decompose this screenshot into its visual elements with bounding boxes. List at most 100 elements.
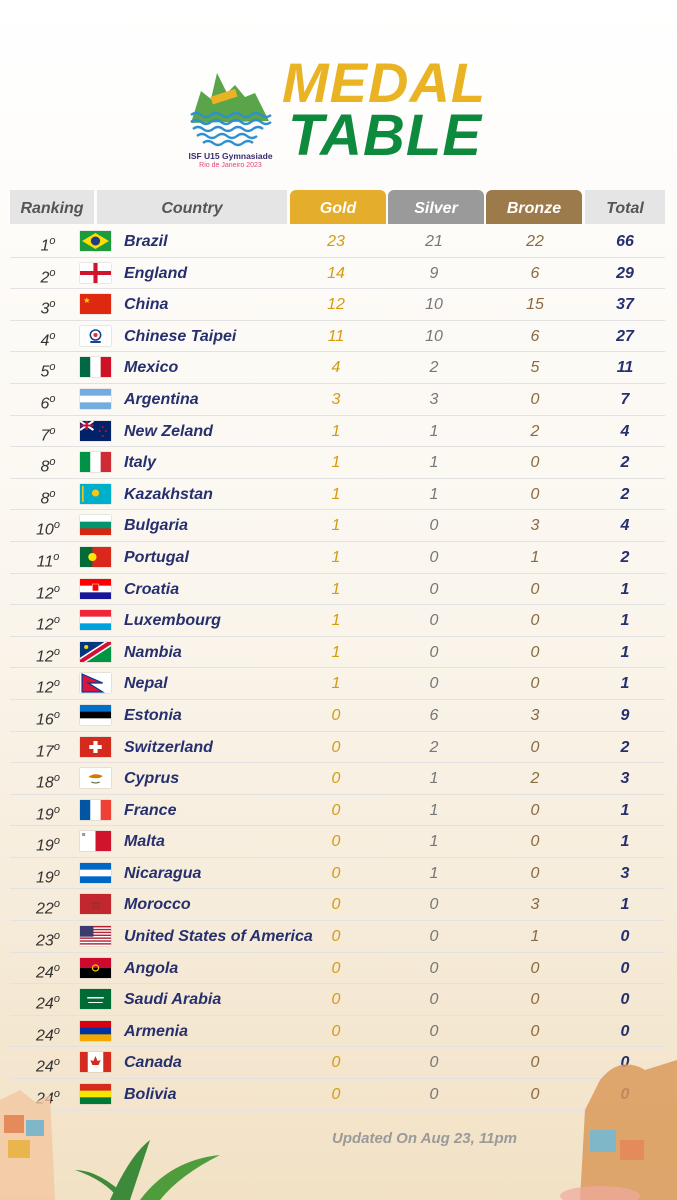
rank-number: 23 bbox=[36, 932, 54, 950]
country-name: Bulgaria bbox=[124, 517, 189, 535]
silver-count: 1 bbox=[429, 770, 439, 788]
total-count: 1 bbox=[620, 833, 630, 851]
country-name: Switzerland bbox=[124, 738, 213, 756]
gold-count: 0 bbox=[331, 706, 341, 724]
bronze-count: 0 bbox=[530, 454, 540, 472]
bronze-count: 0 bbox=[530, 833, 540, 851]
column-silver: Silver bbox=[388, 190, 484, 224]
gold-count: 0 bbox=[331, 1054, 341, 1072]
total-count: 4 bbox=[620, 422, 630, 440]
silver-count: 1 bbox=[429, 454, 439, 472]
bronze-count: 0 bbox=[530, 390, 540, 408]
total-count: 1 bbox=[620, 612, 630, 630]
bronze-count: 2 bbox=[530, 422, 540, 440]
gold-count: 1 bbox=[331, 643, 341, 661]
country-name: United States of America bbox=[124, 928, 313, 946]
gold-count: 23 bbox=[327, 233, 345, 250]
country-name: Armenia bbox=[124, 1022, 189, 1040]
rank-number: 24 bbox=[36, 995, 54, 1013]
gold-count: 1 bbox=[331, 675, 341, 693]
bronze-count: 3 bbox=[530, 706, 540, 724]
gold-count: 0 bbox=[331, 959, 341, 977]
rank-ordinal: o bbox=[53, 930, 60, 943]
table-row: 24o Angola 0 0 0 0 bbox=[10, 953, 665, 985]
rank-number: 4 bbox=[40, 332, 50, 350]
rank-ordinal: o bbox=[53, 993, 60, 1006]
rank-ordinal: o bbox=[53, 645, 60, 658]
silver-count: 6 bbox=[429, 706, 439, 724]
gold-count: 0 bbox=[331, 896, 341, 914]
rank-cell: 12o bbox=[20, 637, 76, 668]
country-name: Angola bbox=[124, 959, 179, 977]
bronze-count: 0 bbox=[530, 1086, 540, 1104]
gold-count: 0 bbox=[331, 1086, 341, 1104]
rank-number: 19 bbox=[36, 869, 54, 887]
armenia-flag-icon bbox=[80, 1020, 111, 1041]
country-name: China bbox=[124, 296, 169, 314]
rank-ordinal: o bbox=[53, 1024, 60, 1037]
silver-count: 2 bbox=[429, 738, 439, 756]
total-count: 4 bbox=[620, 517, 630, 535]
rank-cell: 12o bbox=[20, 605, 76, 636]
silver-count: 0 bbox=[429, 1086, 439, 1104]
bronze-count: 0 bbox=[530, 1054, 540, 1072]
total-count: 27 bbox=[616, 327, 634, 345]
malta-flag-icon bbox=[80, 831, 111, 852]
total-count: 3 bbox=[620, 864, 630, 882]
silver-count: 0 bbox=[429, 548, 439, 566]
bronze-count: 0 bbox=[530, 675, 540, 693]
rank-ordinal: o bbox=[49, 298, 56, 311]
gold-count: 3 bbox=[331, 390, 341, 408]
gold-count: 1 bbox=[331, 548, 341, 566]
table-header: Ranking Country Gold Silver Bronze Total bbox=[10, 190, 665, 224]
rank-cell: 3o bbox=[20, 289, 76, 320]
silver-count: 10 bbox=[425, 296, 443, 314]
rank-ordinal: o bbox=[53, 550, 60, 563]
rank-number: 17 bbox=[36, 742, 54, 760]
rank-ordinal: o bbox=[49, 456, 56, 469]
angola-flag-icon bbox=[80, 957, 111, 978]
total-count: 0 bbox=[620, 1054, 630, 1072]
rank-ordinal: o bbox=[49, 487, 56, 500]
gold-count: 12 bbox=[327, 296, 345, 314]
silver-count: 9 bbox=[429, 264, 439, 282]
nepal-flag-icon bbox=[80, 673, 111, 694]
country-name: Brazil bbox=[124, 233, 168, 250]
rank-ordinal: o bbox=[53, 898, 60, 911]
rank-number: 3 bbox=[40, 300, 50, 318]
beach-decoration-icon bbox=[0, 1060, 677, 1200]
bronze-count: 0 bbox=[530, 991, 540, 1009]
gold-count: 0 bbox=[331, 801, 341, 819]
silver-count: 0 bbox=[429, 517, 439, 535]
gold-count: 14 bbox=[327, 264, 345, 282]
table-row: 12o Nambia 1 0 0 1 bbox=[10, 637, 665, 669]
table-row: 5o Mexico 4 2 5 11 bbox=[10, 352, 665, 384]
rank-ordinal: o bbox=[49, 424, 56, 437]
bronze-count: 0 bbox=[530, 1022, 540, 1040]
country-name: England bbox=[124, 264, 188, 282]
silver-count: 0 bbox=[429, 643, 439, 661]
switzerland-flag-icon bbox=[80, 736, 111, 757]
total-count: 2 bbox=[620, 485, 630, 503]
rank-cell: 6o bbox=[20, 384, 76, 415]
rank-number: 24 bbox=[36, 963, 54, 981]
country-name: Chinese Taipei bbox=[124, 327, 237, 345]
rank-cell: 12o bbox=[20, 668, 76, 699]
rank-ordinal: o bbox=[49, 266, 56, 279]
bulgaria-flag-icon bbox=[80, 515, 111, 536]
luxembourg-flag-icon bbox=[80, 610, 111, 631]
silver-count: 1 bbox=[429, 485, 439, 503]
rank-ordinal: o bbox=[53, 835, 60, 848]
mexico-flag-icon bbox=[80, 357, 111, 378]
rank-number: 12 bbox=[36, 616, 54, 634]
rank-cell: 17o bbox=[20, 732, 76, 763]
rank-number: 1 bbox=[40, 237, 50, 255]
total-count: 2 bbox=[620, 454, 630, 472]
rank-number: 19 bbox=[36, 806, 54, 824]
rank-cell: 7o bbox=[20, 416, 76, 447]
table-row: 2o England 14 9 6 29 bbox=[10, 258, 665, 290]
table-row: 6o Argentina 3 3 0 7 bbox=[10, 384, 665, 416]
gold-count: 1 bbox=[331, 517, 341, 535]
total-count: 0 bbox=[620, 959, 630, 977]
rank-ordinal: o bbox=[53, 803, 60, 816]
